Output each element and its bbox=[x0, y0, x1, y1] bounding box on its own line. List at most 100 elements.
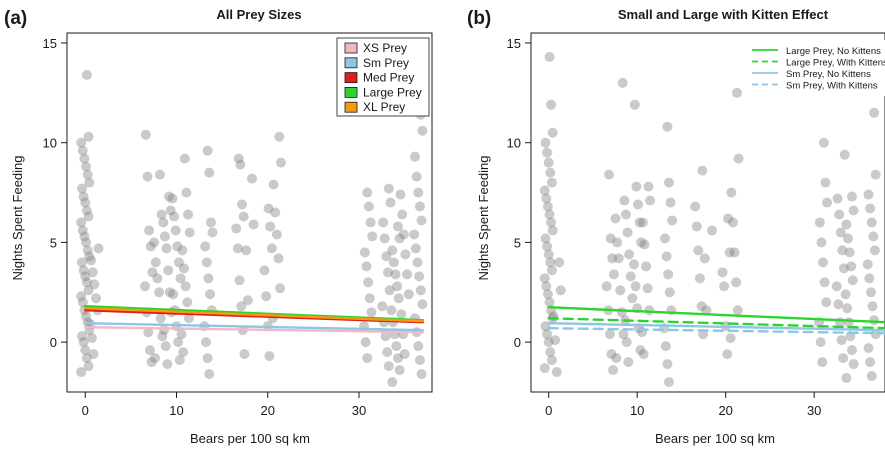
panel-b-point bbox=[817, 357, 828, 368]
panel-b-point bbox=[835, 227, 846, 238]
panel-a-point bbox=[159, 231, 170, 242]
panel-a-point bbox=[93, 243, 104, 254]
panel-b-point bbox=[665, 197, 676, 208]
panel-a-point bbox=[361, 261, 372, 272]
panel-a-point bbox=[173, 337, 184, 348]
panel-b: (b) Small and Large with Kitten Effect B… bbox=[467, 7, 885, 446]
panel-a-point bbox=[82, 169, 93, 180]
panel-b-point bbox=[540, 137, 551, 148]
panel-a-point bbox=[205, 289, 216, 300]
panel-b-point bbox=[819, 277, 830, 288]
panel-a-point bbox=[234, 275, 245, 286]
panel-b-point bbox=[635, 345, 646, 356]
panel-a-point bbox=[417, 299, 428, 310]
panel-b-point bbox=[846, 191, 857, 202]
panel-a-point bbox=[81, 277, 92, 288]
panel-a-point bbox=[76, 367, 87, 378]
panel-b-point bbox=[632, 199, 643, 210]
panel-b-point bbox=[547, 225, 558, 236]
panel-a-point bbox=[411, 171, 422, 182]
panel-b-letter: (b) bbox=[467, 8, 491, 29]
panel-b-point bbox=[862, 259, 873, 270]
panel-b-point bbox=[642, 283, 653, 294]
panel-b-point bbox=[869, 245, 880, 256]
panel-b-point bbox=[539, 273, 550, 284]
panel-a-point bbox=[365, 217, 376, 228]
panel-a-point bbox=[81, 311, 92, 322]
panel-a-point bbox=[183, 209, 194, 220]
panel-a-point bbox=[388, 257, 399, 268]
panel-a-legend-swatch-1 bbox=[344, 42, 358, 54]
panel-a-point bbox=[202, 353, 213, 364]
panel-b-point bbox=[543, 249, 554, 260]
panel-b-point bbox=[542, 147, 553, 158]
panel-a-point bbox=[410, 151, 421, 162]
panel-a-point bbox=[77, 225, 88, 236]
panel-a-point bbox=[377, 301, 388, 312]
panel-a-point bbox=[87, 267, 98, 278]
panel-a-point bbox=[383, 183, 394, 194]
panel-b-point bbox=[701, 305, 712, 316]
panel-b-point bbox=[662, 359, 673, 370]
panel-b-point bbox=[621, 337, 632, 348]
panel-b-point bbox=[659, 233, 670, 244]
panel-a-point bbox=[81, 161, 92, 172]
panel-b-point bbox=[542, 201, 553, 212]
panel-a-point bbox=[154, 287, 165, 298]
panel-a-point bbox=[400, 249, 411, 260]
panel-b-point bbox=[870, 329, 881, 340]
panel-a-point bbox=[398, 229, 409, 240]
panel-a-point bbox=[178, 347, 189, 358]
panel-b-point bbox=[541, 193, 552, 204]
panel-b-point bbox=[723, 213, 734, 224]
panel-b-x-axis-label: Bears per 100 sq km bbox=[655, 431, 775, 446]
panel-a-point bbox=[145, 241, 156, 252]
panel-b-point bbox=[834, 209, 845, 220]
panel-a-point bbox=[204, 369, 215, 380]
panel-a-point bbox=[381, 251, 392, 262]
panel-a-point bbox=[83, 285, 94, 296]
panel-a-point bbox=[76, 183, 87, 194]
panel-b-point bbox=[690, 201, 701, 212]
panel-a-point bbox=[261, 291, 272, 302]
panel-a-point bbox=[380, 331, 391, 342]
panel-a-point bbox=[144, 345, 155, 356]
panel-b-point bbox=[667, 215, 678, 226]
panel-b-y-tick-label: 0 bbox=[514, 335, 521, 350]
panel-a-point bbox=[182, 297, 193, 308]
panel-b-x-tick-label: 20 bbox=[718, 403, 732, 418]
panel-a-point bbox=[359, 247, 370, 258]
panel-a-point bbox=[160, 341, 171, 352]
panel-a-point bbox=[81, 353, 92, 364]
panel-b-point bbox=[545, 167, 556, 178]
panel-b-y-axis-label: Nights Spent Feeding bbox=[476, 155, 491, 280]
panel-a-point bbox=[173, 257, 184, 268]
panel-a-point bbox=[241, 245, 252, 256]
panel-a-legend-label-5: XL Prey bbox=[363, 100, 405, 114]
panel-b-point bbox=[843, 317, 854, 328]
panel-a-point bbox=[394, 365, 405, 376]
panel-a-point bbox=[237, 199, 248, 210]
panel-a-point bbox=[83, 131, 94, 142]
panel-a-point bbox=[164, 287, 175, 298]
panel-b-point bbox=[550, 335, 561, 346]
panel-a-point bbox=[393, 293, 404, 304]
panel-a-point bbox=[86, 255, 97, 266]
panel-b-point bbox=[847, 275, 858, 286]
panel-a-letter: (a) bbox=[4, 8, 27, 29]
panel-a-point bbox=[86, 333, 97, 344]
panel-b-point bbox=[547, 127, 558, 138]
panel-a-point bbox=[395, 189, 406, 200]
panel-b-point bbox=[864, 273, 875, 284]
panel-b-point bbox=[693, 245, 704, 256]
panel-b-point bbox=[866, 371, 877, 382]
panel-a-point bbox=[76, 257, 87, 268]
panel-b-point bbox=[542, 329, 553, 340]
panel-a-point bbox=[174, 355, 185, 366]
panel-b-y-tick-label: 5 bbox=[514, 235, 521, 250]
panel-a-legend-swatch-5 bbox=[344, 101, 358, 113]
panel-b-point bbox=[623, 357, 634, 368]
panel-b-plot-frame bbox=[530, 32, 885, 393]
panel-a-point bbox=[412, 257, 423, 268]
panel-b-point bbox=[630, 281, 641, 292]
